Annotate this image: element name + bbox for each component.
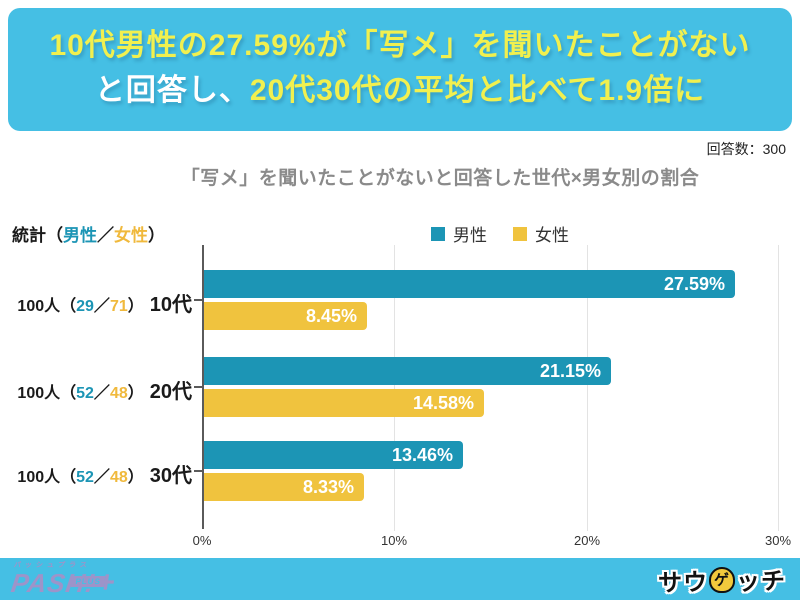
x-tick-label: 30% (764, 533, 792, 548)
sauwitch-logo-post: ッチ (735, 567, 787, 596)
row-male-count: 52 (76, 385, 94, 402)
bar-女性-10代: 8.45% (204, 302, 367, 330)
row-female-count: 48 (109, 385, 128, 402)
row-label: 100人（52／48） 20代 (0, 375, 192, 404)
pash-plus-label: PLUS (70, 576, 106, 587)
row-slash: ／ (93, 469, 110, 486)
stats-male: 男性 (63, 226, 97, 245)
legend-female-label: 女性 (535, 226, 569, 245)
pash-plus-logo: パッシュプラス PASH!+ PLUS (9, 560, 118, 599)
row-female-count: 71 (109, 298, 128, 315)
footer-band (0, 558, 800, 600)
stats-prefix: 統計（ (12, 226, 63, 245)
chart-legend: 男性 女性 (400, 221, 600, 246)
axis-tick (194, 299, 203, 301)
row-close: ） (127, 298, 144, 315)
row-label: 100人（52／48） 30代 (0, 459, 192, 488)
bar-男性-20代: 21.15% (204, 357, 611, 385)
gridline-30% (778, 245, 779, 531)
row-age-label: 10代 (149, 294, 192, 316)
row-male-count: 29 (76, 298, 94, 315)
mascot-icon: ゲ (708, 566, 736, 593)
x-tick-label: 10% (380, 533, 408, 548)
row-male-count: 52 (76, 469, 94, 486)
headline-banner: 10代男性の27.59%が「写メ」を聞いたことがない と回答し、20代30代の平… (8, 8, 792, 131)
legend-male-label: 男性 (453, 226, 487, 245)
x-tick-label: 0% (192, 533, 212, 548)
stats-female: 女性 (114, 226, 148, 245)
row-close: ） (127, 469, 144, 486)
axis-tick (194, 386, 203, 388)
headline-line1: 10代男性の27.59%が「写メ」を聞いたことがない (49, 29, 751, 62)
legend-item-female: 女性 (513, 221, 569, 246)
respondent-count: 回答数：300 (706, 141, 786, 157)
headline-line2: と回答し、20代30代の平均と比べて1.9倍に (8, 68, 792, 113)
row-female-count: 48 (109, 469, 128, 486)
row-total: 100人（ (17, 298, 77, 315)
stats-label: 統計（男性／女性） (12, 221, 165, 246)
row-label: 100人（29／71） 10代 (0, 288, 192, 317)
legend-male-swatch (431, 226, 445, 241)
sauwitch-logo-pre: サウ (657, 569, 709, 598)
row-age-label: 20代 (149, 381, 192, 403)
headline-line2-yellow: 20代30代の平均と比べて1.9倍に (249, 74, 706, 107)
legend-female-swatch (513, 226, 527, 241)
axis-tick (194, 470, 203, 472)
row-age-label: 30代 (149, 465, 192, 487)
chart-title: 「写メ」を聞いたことがないと回答した世代×男女別の割合 (180, 168, 700, 189)
y-axis-line (202, 245, 204, 529)
gridline-20% (587, 245, 588, 531)
row-total: 100人（ (17, 385, 77, 402)
legend-item-male: 男性 (431, 221, 487, 246)
stats-separator: ／ (97, 226, 114, 245)
stats-suffix: ） (148, 226, 165, 245)
row-slash: ／ (93, 385, 110, 402)
bar-男性-10代: 27.59% (204, 270, 735, 298)
gridline-10% (394, 245, 395, 531)
x-tick-label: 20% (573, 533, 601, 548)
row-total: 100人（ (17, 469, 77, 486)
row-close: ） (127, 385, 144, 402)
sauwitch-logo: サウ ゲ ッチ (658, 561, 787, 598)
headline-line2-white: と回答し、 (94, 74, 250, 107)
bar-女性-20代: 14.58% (204, 389, 484, 417)
row-slash: ／ (93, 298, 110, 315)
bar-男性-30代: 13.46% (204, 441, 463, 469)
bar-女性-30代: 8.33% (204, 473, 364, 501)
